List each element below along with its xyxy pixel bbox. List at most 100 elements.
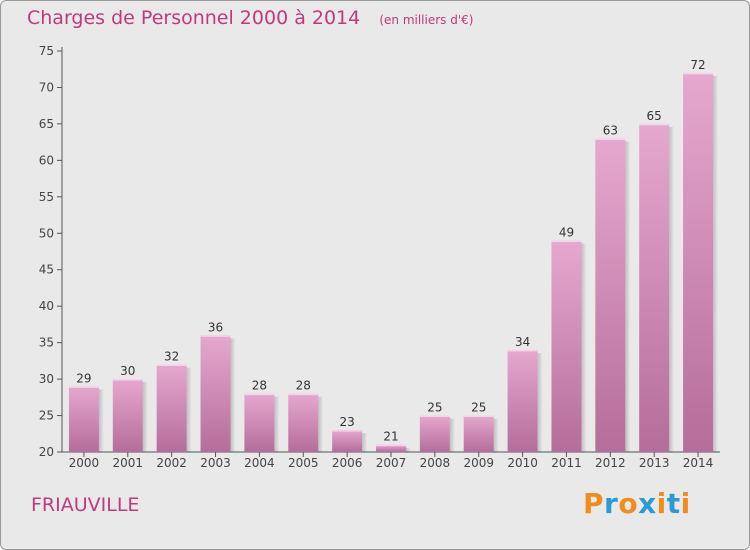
bar-highlight — [376, 444, 406, 447]
y-tick-label: 70 — [39, 80, 54, 94]
y-tick-label: 25 — [39, 409, 54, 423]
bar-highlight — [551, 240, 582, 243]
bar-highlight — [683, 72, 714, 75]
data-label: 63 — [603, 123, 618, 137]
commune-name: FRIAUVILLE — [31, 494, 140, 516]
brand-letter: t — [666, 487, 681, 520]
bar — [244, 393, 275, 452]
x-tick-label: 2006 — [332, 456, 363, 470]
bar — [332, 430, 363, 452]
x-tick-label: 2010 — [507, 456, 538, 470]
data-label: 49 — [559, 226, 574, 240]
data-label: 72 — [690, 58, 705, 72]
bar — [156, 364, 187, 452]
bar-highlight — [639, 123, 670, 126]
bars — [68, 72, 719, 452]
bar — [507, 349, 538, 452]
bar-highlight — [156, 364, 187, 367]
bar-shadow — [449, 418, 455, 452]
bar-shadow — [274, 396, 280, 452]
y-tick-label: 75 — [39, 44, 54, 58]
data-label: 30 — [120, 364, 135, 378]
bar-shadow — [537, 352, 543, 452]
bar-shadow — [142, 382, 148, 452]
x-tick-label: 2009 — [463, 456, 494, 470]
x-tick-label: 2007 — [376, 456, 407, 470]
brand-letter: i — [656, 487, 667, 520]
bar — [551, 240, 582, 452]
bar-shadow — [493, 418, 499, 452]
x-tick-label: 2000 — [69, 456, 100, 470]
bar-shadow — [406, 447, 411, 452]
y-tick-label: 40 — [39, 299, 54, 313]
chart-title: Charges de Personnel 2000 à 2014 — [27, 7, 361, 29]
x-tick-label: 2004 — [244, 456, 275, 470]
x-tick-label: 2002 — [156, 456, 187, 470]
data-label: 28 — [252, 379, 267, 393]
data-label: 25 — [427, 401, 442, 415]
bar — [288, 393, 319, 452]
bar-shadow — [669, 126, 675, 452]
y-tick-label: 60 — [39, 153, 54, 167]
bar — [683, 72, 714, 452]
brand-letter: o — [618, 487, 639, 520]
y-tick-label: 50 — [39, 226, 54, 240]
y-tick-label: 20 — [39, 445, 54, 459]
bar-highlight — [419, 415, 450, 418]
proxiti-logo[interactable]: Proxiti — [583, 487, 691, 520]
x-tick-label: 2001 — [113, 456, 144, 470]
bar — [639, 123, 670, 452]
unit-note: (en milliers d'€) — [379, 13, 474, 27]
bar-highlight — [332, 430, 363, 432]
x-tick-label: 2013 — [639, 456, 670, 470]
bar-highlight — [68, 386, 99, 388]
bar-highlight — [288, 393, 319, 396]
bar-shadow — [362, 433, 368, 452]
bar — [68, 386, 99, 452]
x-tick-label: 2011 — [551, 456, 582, 470]
bar-highlight — [463, 415, 494, 418]
bar-highlight — [200, 335, 231, 337]
data-label: 36 — [208, 320, 223, 334]
y-tick-label: 35 — [39, 336, 54, 350]
bar-shadow — [230, 338, 236, 452]
bar — [595, 138, 626, 452]
bar-highlight — [595, 138, 626, 140]
bar-shadow — [98, 389, 104, 452]
bar-highlight — [112, 379, 143, 381]
data-label: 23 — [339, 415, 354, 429]
y-tick-label: 55 — [39, 190, 54, 204]
data-label: 28 — [296, 379, 311, 393]
data-label: 21 — [383, 430, 398, 444]
bar — [376, 444, 406, 452]
bar — [463, 415, 494, 452]
brand-letter: i — [680, 487, 691, 520]
x-tick-label: 2003 — [200, 456, 231, 470]
y-tick-label: 30 — [39, 372, 54, 386]
bar-highlight — [244, 393, 275, 396]
bar — [200, 335, 231, 452]
x-tick-label: 2008 — [420, 456, 451, 470]
data-label: 34 — [515, 335, 530, 349]
brand-letter: x — [638, 487, 657, 520]
data-labels: 29 30 32 36 28 28 23 21 25 25 34 49 63 65 72 — [76, 58, 705, 444]
bar-shadow — [186, 367, 192, 452]
data-label: 32 — [164, 350, 179, 364]
x-tick-label: 2005 — [288, 456, 319, 470]
bar-shadow — [581, 243, 587, 452]
brand-letter: P — [583, 487, 605, 520]
bar-shadow — [625, 141, 631, 452]
bar — [419, 415, 450, 452]
title-row: Charges de Personnel 2000 à 2014 (en mil… — [27, 7, 473, 29]
data-label: 65 — [647, 109, 662, 123]
x-tick-label: 2014 — [683, 456, 714, 470]
bar-shadow — [318, 396, 324, 452]
brand-letter: r — [604, 487, 619, 520]
y-tick-label: 45 — [39, 263, 54, 277]
data-label: 29 — [76, 371, 91, 385]
data-label: 25 — [471, 401, 486, 415]
x-tick-label: 2012 — [595, 456, 626, 470]
bar-highlight — [507, 349, 538, 352]
